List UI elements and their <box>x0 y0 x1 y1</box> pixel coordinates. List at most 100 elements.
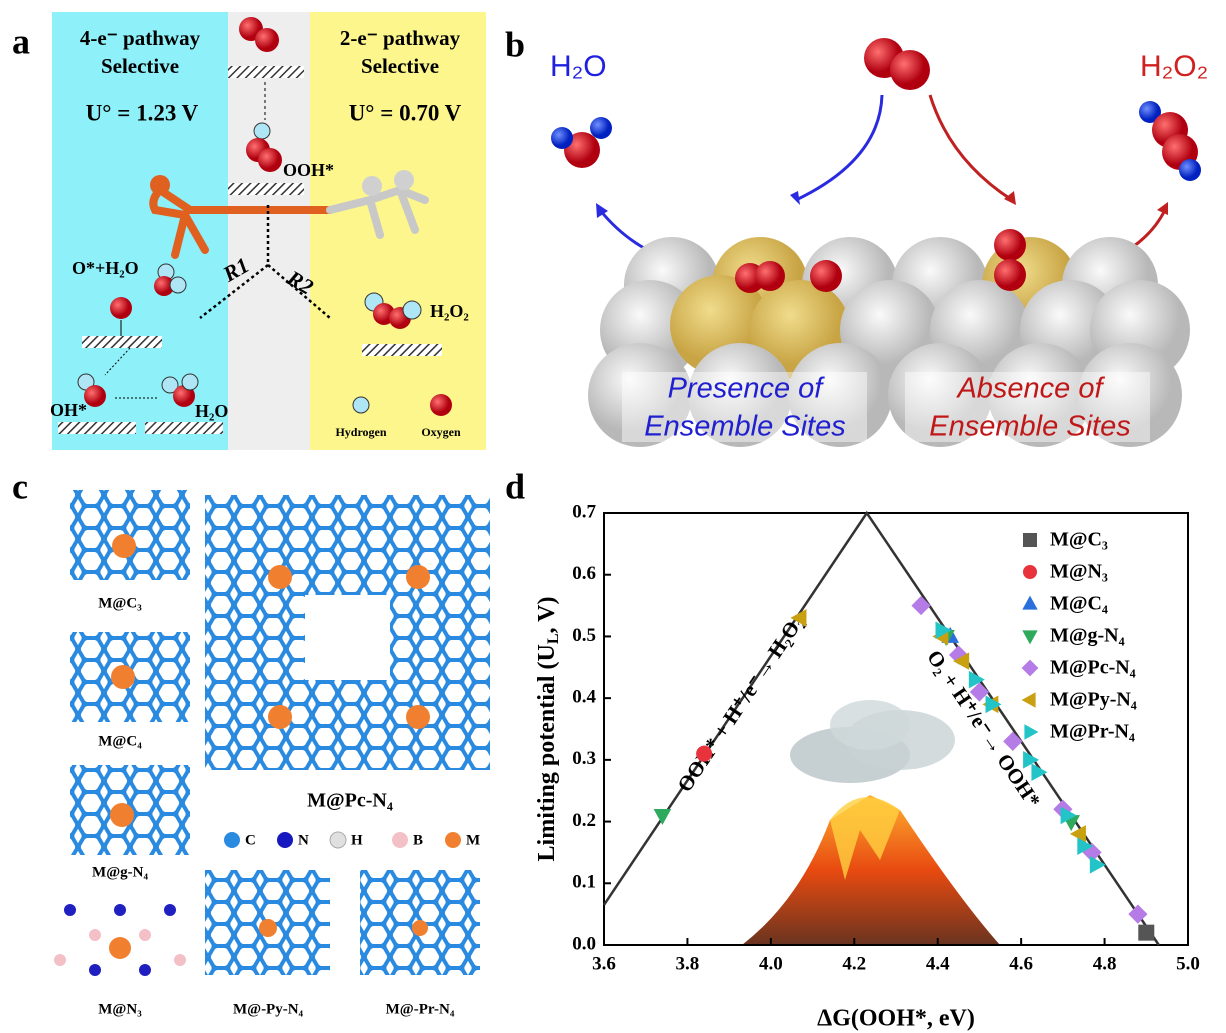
legend-label: Oxygen <box>421 425 461 439</box>
label: H₂O₂ <box>430 301 469 321</box>
legend-n <box>277 832 293 848</box>
structure-label: M@g-N₄ <box>92 864 148 880</box>
x-tick-label: 3.6 <box>592 953 616 974</box>
head <box>394 170 414 190</box>
point <box>1128 905 1147 924</box>
x-tick-label: 5.0 <box>1176 953 1200 974</box>
surface <box>145 422 223 434</box>
point <box>696 746 712 762</box>
atom <box>255 28 279 52</box>
structure-label: M@Pc-N₄ <box>307 790 393 812</box>
metal <box>110 803 134 827</box>
head <box>150 175 170 195</box>
product: H₂O <box>550 50 607 83</box>
y-axis-label: Limiting potential (UL, V) <box>534 597 562 862</box>
y-tick-label: 0.0 <box>572 933 596 954</box>
surface <box>82 336 162 348</box>
point <box>1090 856 1106 874</box>
product: H₂O₂ <box>1140 50 1208 83</box>
atom <box>890 50 930 90</box>
metal <box>412 920 428 936</box>
atom <box>258 148 282 172</box>
atom <box>551 127 573 149</box>
point <box>1138 925 1154 941</box>
atom <box>994 229 1026 261</box>
legend-b <box>392 832 408 848</box>
atom <box>994 259 1026 291</box>
point <box>654 809 672 825</box>
panel-a: a 4-e⁻ pathway Selective U° = 1.23 V 2-e… <box>12 12 486 450</box>
legend-label: M@Py-N₄ <box>1050 689 1137 711</box>
y-tick-label: 0.7 <box>572 501 596 522</box>
legend-marker <box>1022 596 1037 610</box>
x-tick-label: 4.6 <box>1009 953 1033 974</box>
arrowhead <box>790 191 800 205</box>
label-subscript: L <box>545 633 562 644</box>
atom <box>1179 159 1201 181</box>
legend-marker <box>1022 660 1039 677</box>
y-tick-label: 0.1 <box>572 872 596 893</box>
panel-letter: d <box>505 466 525 506</box>
volcano-illustration <box>742 700 1000 945</box>
title: Selective <box>101 54 179 78</box>
y-tick-label: 0.5 <box>572 625 596 646</box>
arrowhead <box>1004 191 1016 205</box>
title: Selective <box>361 54 439 78</box>
head <box>362 176 382 196</box>
label-part: Limiting potential (U <box>534 644 560 861</box>
panel-letter: a <box>12 21 30 61</box>
metal <box>406 565 430 589</box>
legend-marker <box>1023 565 1037 579</box>
title: 4-e⁻ pathway <box>80 26 201 50</box>
metal <box>268 565 292 589</box>
atom <box>170 277 186 293</box>
x-tick-label: 4.8 <box>1093 953 1117 974</box>
potential: U° = 0.70 V <box>349 100 462 125</box>
metal <box>268 705 292 729</box>
atom <box>182 374 198 390</box>
legend-label: C <box>245 832 256 848</box>
point <box>911 596 930 615</box>
metal <box>111 665 135 689</box>
legend-hydrogen <box>353 397 369 413</box>
atom <box>810 260 842 292</box>
panel-b: b H₂O H₂O₂ Prese <box>505 24 1208 447</box>
legend-m <box>445 832 461 848</box>
legend-marker <box>1022 630 1037 644</box>
label: OH* <box>50 400 87 420</box>
legend-h <box>330 832 346 848</box>
title: 2-e⁻ pathway <box>340 26 461 50</box>
structure-label: M@-Py-N₄ <box>233 1001 304 1017</box>
x-axis-label: ΔG(OOH*, eV) <box>817 1006 975 1032</box>
y-tick-label: 0.4 <box>572 687 596 708</box>
caption: Ensemble Sites <box>644 411 846 443</box>
legend-oxygen <box>430 394 452 416</box>
caption: Presence of <box>668 373 826 405</box>
legend-marker <box>1024 724 1038 739</box>
x-tick-label: 4.4 <box>926 953 950 974</box>
panel-c: c M@C₃ M@C₄ M@g-N₄ M@N₃ M@Pc-N₄ C N H B <box>12 466 490 1017</box>
y-tick-label: 0.3 <box>572 748 596 769</box>
caption: Absence of <box>955 373 1105 405</box>
legend-label: M@C₃ <box>1050 529 1108 551</box>
label: O*+H₂O <box>72 258 139 278</box>
atom <box>755 261 785 291</box>
annotation: OOH* + H⁺/e⁻→ H₂O₂ <box>672 611 808 796</box>
potential: U° = 1.23 V <box>86 100 199 125</box>
panel-letter: c <box>12 466 28 506</box>
label: OOH* <box>283 160 334 180</box>
legend-label: M@Pr-N₄ <box>1050 721 1135 743</box>
panel-letter: b <box>505 24 525 64</box>
structure-label: M@C₄ <box>98 733 142 749</box>
legend-label: M@g-N₄ <box>1050 625 1125 647</box>
x-tick-label: 3.8 <box>676 953 700 974</box>
structure <box>70 490 190 580</box>
legend-label: N <box>298 832 309 848</box>
label: H₂O <box>195 401 228 421</box>
arrow <box>796 95 882 200</box>
legend-label: M@N₃ <box>1050 561 1108 583</box>
structure <box>54 904 186 976</box>
x-tick-label: 4.0 <box>759 953 783 974</box>
structure-label: M@N₃ <box>98 1001 142 1017</box>
surface <box>362 344 442 356</box>
